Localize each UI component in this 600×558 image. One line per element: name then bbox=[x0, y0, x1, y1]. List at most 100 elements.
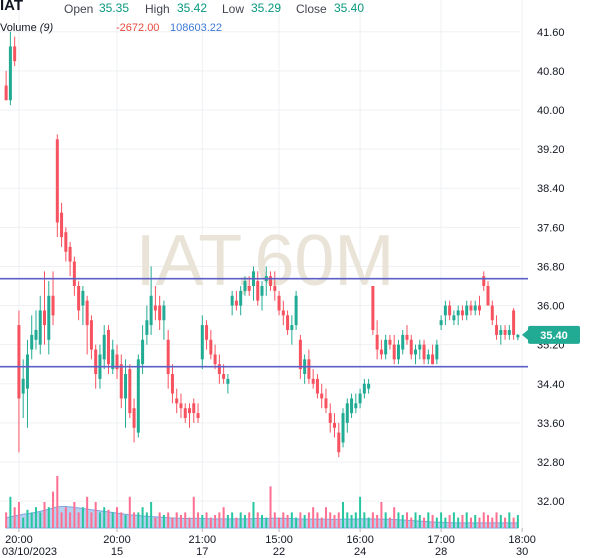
volume-bar bbox=[393, 507, 396, 528]
time-tick-label: 18:00 bbox=[508, 534, 536, 546]
volume-bar bbox=[128, 496, 131, 528]
candle-body bbox=[239, 290, 243, 306]
candle-body bbox=[213, 354, 217, 365]
candle-body bbox=[119, 364, 123, 399]
candle-body bbox=[405, 334, 409, 340]
volume-bar bbox=[354, 512, 357, 528]
candle-body bbox=[217, 364, 221, 374]
candle-layer bbox=[4, 31, 520, 458]
volume-bar bbox=[39, 512, 42, 528]
candle-body bbox=[320, 393, 324, 399]
candle-body bbox=[273, 286, 277, 291]
candle-body bbox=[175, 398, 179, 404]
candle-body bbox=[8, 46, 12, 101]
volume-bar bbox=[482, 512, 485, 528]
volume-bar bbox=[512, 517, 515, 528]
volume-bar bbox=[17, 502, 20, 528]
candle-body bbox=[136, 359, 140, 433]
candle-body bbox=[277, 295, 281, 311]
price-tick-label: 36.00 bbox=[537, 301, 565, 313]
date-tick-label: 17 bbox=[196, 546, 208, 558]
candle-body bbox=[162, 305, 166, 321]
candle-body bbox=[495, 325, 499, 335]
volume-bar bbox=[324, 507, 327, 528]
time-axis[interactable]: 20:0003/10/202320:001521:001715:002216:0… bbox=[2, 528, 536, 558]
volume-bar bbox=[5, 512, 8, 528]
volume-bar bbox=[307, 512, 310, 528]
volume-bar bbox=[282, 512, 285, 528]
candle-body bbox=[25, 354, 29, 389]
candle-body bbox=[392, 344, 396, 360]
date-tick-label: 24 bbox=[354, 546, 366, 558]
candle-body bbox=[375, 334, 379, 350]
volume-bar bbox=[158, 512, 161, 528]
price-tick-label: 32.00 bbox=[537, 496, 565, 508]
volume-bar bbox=[252, 502, 255, 528]
volume-bar bbox=[226, 515, 229, 528]
candle-body bbox=[94, 349, 98, 374]
volume-bar bbox=[423, 517, 426, 528]
price-tick-label: 33.60 bbox=[537, 418, 565, 430]
volume-bar bbox=[120, 512, 123, 528]
candle-body bbox=[443, 305, 447, 316]
candle-body bbox=[192, 403, 196, 414]
candle-body bbox=[64, 232, 68, 252]
candle-body bbox=[350, 398, 354, 414]
candle-body bbox=[286, 315, 290, 330]
close-label: Close bbox=[296, 2, 327, 16]
volume-bar bbox=[444, 517, 447, 528]
volume-label: Volume bbox=[0, 22, 37, 34]
high-value: 35.42 bbox=[177, 1, 208, 15]
candle-body bbox=[311, 378, 315, 384]
volume-bar bbox=[401, 515, 404, 528]
volume-bar bbox=[235, 517, 238, 528]
candle-body bbox=[328, 413, 332, 423]
volume-bar bbox=[491, 517, 494, 528]
candle-body bbox=[188, 408, 192, 414]
volume-bar bbox=[218, 512, 221, 528]
volume-bar bbox=[179, 515, 182, 528]
volume-bar bbox=[457, 517, 460, 528]
volume-bar bbox=[418, 515, 421, 528]
price-tick-label: 36.80 bbox=[537, 261, 565, 273]
volume-bar bbox=[286, 515, 289, 528]
volume-bar bbox=[162, 515, 165, 528]
candle-body bbox=[166, 339, 170, 374]
date-tick-label: 03/10/2023 bbox=[2, 546, 57, 558]
last-price-badge-arrow bbox=[522, 329, 528, 340]
candle-body bbox=[435, 344, 439, 360]
volume-bar bbox=[495, 512, 498, 528]
candle-body bbox=[388, 339, 392, 345]
badge-layer: 35.40 bbox=[522, 325, 580, 344]
close-value: 35.40 bbox=[334, 1, 365, 15]
candle-body bbox=[362, 383, 366, 394]
candle-body bbox=[30, 334, 34, 350]
volume-bar bbox=[295, 517, 298, 528]
candle-body bbox=[371, 286, 375, 330]
volume-bar bbox=[261, 515, 263, 528]
volume-bar bbox=[316, 512, 319, 528]
open-value: 35.35 bbox=[99, 1, 130, 15]
time-tick-label: 20:00 bbox=[5, 534, 33, 546]
volume-bar bbox=[380, 502, 383, 528]
volume-bar bbox=[111, 512, 114, 528]
candle-body bbox=[431, 354, 435, 365]
candle-body bbox=[294, 295, 298, 326]
price-axis[interactable]: 41.60 40.80 40.00 39.20 38.40 37.60 36.80 36.00… bbox=[537, 27, 565, 508]
candle-body bbox=[452, 315, 456, 321]
volume-bar bbox=[94, 502, 97, 528]
candle-body bbox=[196, 413, 200, 418]
volume-bar bbox=[448, 515, 451, 528]
candle-body bbox=[512, 310, 516, 335]
price-tick-label: 37.60 bbox=[537, 222, 565, 234]
volume-bar bbox=[201, 515, 204, 528]
volume-bar bbox=[43, 502, 46, 528]
volume-bar bbox=[474, 515, 477, 528]
candle-body bbox=[34, 330, 38, 340]
candle-body bbox=[465, 305, 469, 316]
volume-bar bbox=[388, 517, 391, 528]
candle-body bbox=[354, 403, 358, 409]
time-tick-label: 21:00 bbox=[189, 534, 217, 546]
